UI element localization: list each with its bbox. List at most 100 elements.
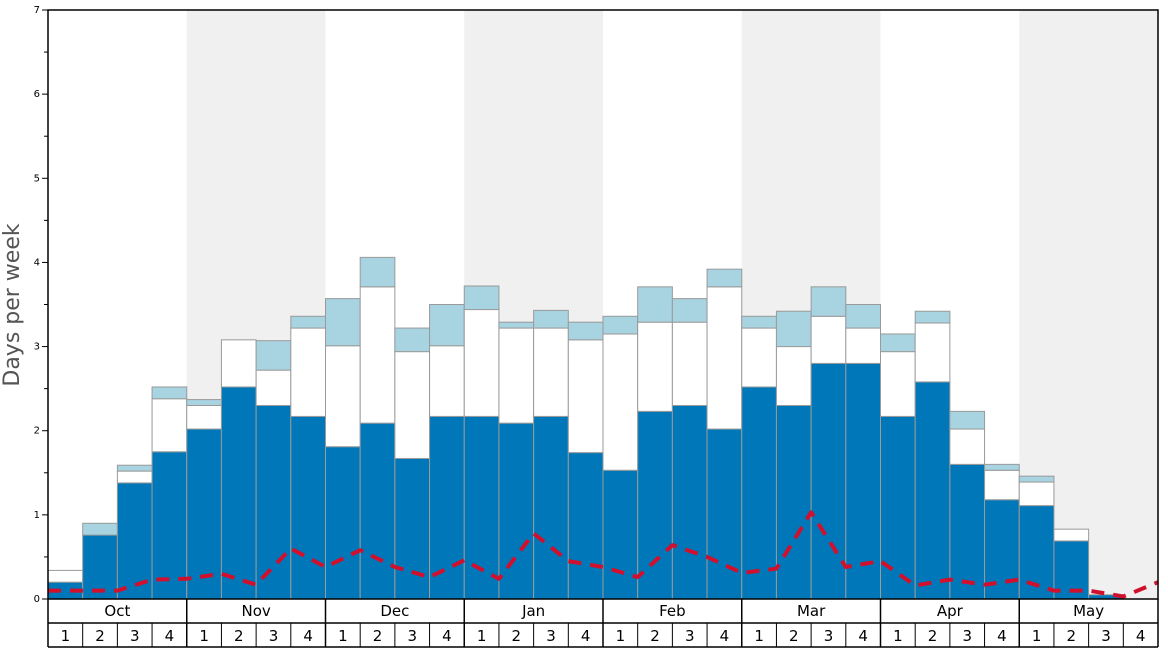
bar-segment xyxy=(533,327,569,417)
bar-segment xyxy=(602,315,639,335)
bar-segment xyxy=(671,298,708,323)
bar-segment xyxy=(429,304,465,347)
week-label: 1 xyxy=(754,627,764,645)
bar-segment xyxy=(429,415,465,600)
bar-segment xyxy=(359,286,396,424)
bar-segment xyxy=(637,321,673,412)
week-label: 1 xyxy=(477,627,487,645)
bar-segment xyxy=(810,286,847,317)
bar-segment xyxy=(255,340,292,371)
month-label: Feb xyxy=(659,602,686,620)
bar-segment xyxy=(880,351,916,417)
bar-segment xyxy=(880,415,916,600)
week-label: 1 xyxy=(199,627,209,645)
bar-segment xyxy=(671,404,708,600)
bar-segment xyxy=(880,333,916,353)
bar-segment xyxy=(325,446,361,600)
bar-segment xyxy=(845,327,881,364)
month-label: Nov xyxy=(241,602,270,620)
month-label: Oct xyxy=(104,602,130,620)
bar-segment xyxy=(706,268,743,288)
bar-segment xyxy=(602,469,639,600)
week-label: 4 xyxy=(1136,627,1146,645)
bar-segment xyxy=(463,285,500,311)
bar-segment xyxy=(1018,475,1055,483)
week-label: 1 xyxy=(1032,627,1042,645)
bar-segment xyxy=(741,386,777,600)
week-label: 3 xyxy=(824,627,834,645)
bar-segment xyxy=(567,339,604,454)
week-label: 2 xyxy=(650,627,660,645)
week-label: 1 xyxy=(893,627,903,645)
bar-segment xyxy=(567,452,604,600)
y-tick-label: 7 xyxy=(34,5,40,16)
bar-segment xyxy=(255,404,292,600)
dashed-trend-line xyxy=(48,510,1159,599)
bar-segment xyxy=(255,369,292,406)
bar-segment xyxy=(1053,528,1090,542)
bar-segment xyxy=(498,327,535,424)
week-label: 2 xyxy=(373,627,383,645)
bar-segment xyxy=(116,470,153,484)
week-label: 1 xyxy=(61,627,71,645)
week-label: 3 xyxy=(269,627,279,645)
week-label: 4 xyxy=(858,627,868,645)
bar-segment xyxy=(498,422,535,600)
bar-segment xyxy=(151,398,188,453)
y-tick-label: 1 xyxy=(34,510,40,521)
week-label: 3 xyxy=(546,627,556,645)
bar-segment xyxy=(394,351,431,459)
bar-segment xyxy=(706,286,743,430)
bar-segment xyxy=(186,404,222,430)
bar-segment xyxy=(949,410,986,430)
bar-segment xyxy=(914,381,951,600)
bar-segment xyxy=(151,386,188,400)
week-label: 3 xyxy=(1101,627,1111,645)
bar-segment xyxy=(290,327,326,417)
bar-segment xyxy=(914,310,951,324)
bar-segment xyxy=(533,415,569,600)
bar-segment xyxy=(984,463,1020,471)
bar-segment xyxy=(533,309,569,329)
bar-segment xyxy=(359,422,396,600)
week-label: 3 xyxy=(962,627,972,645)
y-tick-label: 2 xyxy=(34,426,40,437)
week-label: 4 xyxy=(720,627,730,645)
bar-segment xyxy=(637,286,673,323)
bar-segment xyxy=(671,321,708,406)
bar-segment xyxy=(82,522,118,536)
bar-segment xyxy=(429,345,465,417)
week-label: 2 xyxy=(234,627,244,645)
week-label: 2 xyxy=(1067,627,1077,645)
y-axis-label: Days per week xyxy=(0,223,25,386)
bar-segment xyxy=(984,469,1020,501)
bar-segment xyxy=(602,333,639,471)
week-label: 4 xyxy=(303,627,313,645)
week-label: 2 xyxy=(95,627,105,645)
x-axis: Oct Nov Dec Jan Feb Mar Apr May 1 2 3 4 1 2 3 4 1 2 3 4 1 2 3 4… xyxy=(47,599,1159,648)
bar-segment xyxy=(637,410,673,600)
week-label: 4 xyxy=(997,627,1007,645)
bar-segment xyxy=(394,457,431,600)
y-tick-label: 6 xyxy=(34,89,40,100)
bar-segment xyxy=(741,327,777,388)
y-tick-label: 5 xyxy=(34,173,40,184)
week-label: 3 xyxy=(130,627,140,645)
week-label: 3 xyxy=(407,627,417,645)
bar-segment xyxy=(325,345,361,448)
month-label: Jan xyxy=(521,602,545,620)
bar-segment xyxy=(463,309,500,417)
bar-segment xyxy=(394,327,431,353)
bar-segment xyxy=(186,399,222,406)
bar-segment xyxy=(325,298,361,347)
bar-segment xyxy=(810,315,847,364)
bar-segment xyxy=(220,339,257,388)
bar-segment xyxy=(567,321,604,341)
bar-segment xyxy=(706,428,743,600)
bar-segment xyxy=(741,315,777,329)
trend-line-layer xyxy=(48,510,1159,599)
month-label: Apr xyxy=(937,602,964,620)
month-label: Mar xyxy=(797,602,826,620)
week-label: 2 xyxy=(928,627,938,645)
